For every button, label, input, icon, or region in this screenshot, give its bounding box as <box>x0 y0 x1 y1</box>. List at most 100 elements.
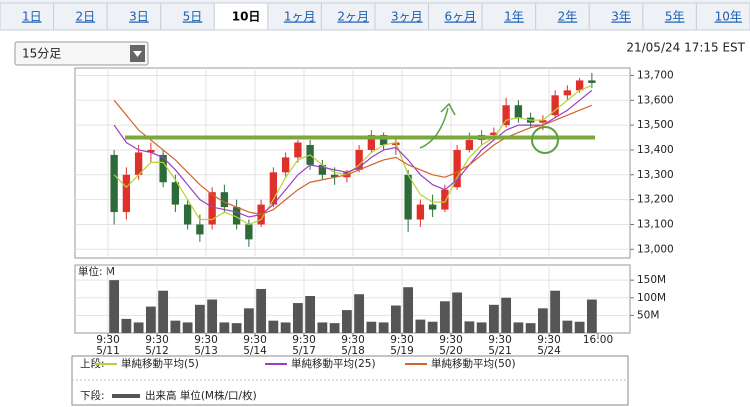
x-tick-time: 9:30 <box>341 334 365 346</box>
x-tick-time: 9:30 <box>439 334 463 346</box>
tab-label[interactable]: 5日 <box>183 10 203 24</box>
candle-body <box>294 142 302 158</box>
timestamp: 21/05/24 17:15 EST <box>626 41 745 55</box>
tab[interactable] <box>642 2 697 31</box>
tab-label[interactable]: 3日 <box>129 10 149 24</box>
tab[interactable] <box>588 2 644 31</box>
candle-body <box>159 154 167 183</box>
tab[interactable] <box>535 2 590 31</box>
candle-body <box>245 224 253 240</box>
y-tick-label: 13,500 <box>637 119 674 131</box>
ma-line <box>113 89 593 218</box>
y-tick-label: 100M <box>637 292 666 304</box>
tab[interactable] <box>160 2 215 31</box>
candle-body <box>514 105 523 118</box>
candle-body <box>539 120 547 123</box>
volume-bar <box>182 322 193 333</box>
x-tick-date: 5/20 <box>439 345 463 357</box>
tab[interactable] <box>320 2 376 31</box>
tab-label[interactable]: 2年 <box>558 10 578 24</box>
interval-select[interactable] <box>14 41 149 66</box>
candle-body <box>122 174 131 213</box>
volume-bar <box>501 297 512 333</box>
volume-bar <box>525 323 536 333</box>
tab[interactable] <box>267 2 322 31</box>
tab-label[interactable]: 1年 <box>504 10 524 24</box>
tab[interactable] <box>374 2 430 31</box>
volume-bar <box>158 290 169 333</box>
tab-label[interactable]: 6ヶ月 <box>445 10 477 24</box>
tab[interactable] <box>481 2 537 31</box>
volume-bar <box>476 322 487 333</box>
x-tick-date: 5/19 <box>390 345 414 357</box>
volume-bar <box>341 310 352 333</box>
x-tick-date: 5/21 <box>488 345 512 357</box>
y-tick-label: 13,300 <box>637 169 674 181</box>
candle-body <box>134 152 143 175</box>
candle-body <box>183 204 192 225</box>
volume-bar <box>133 322 144 333</box>
x-tick-date: 5/12 <box>145 345 169 357</box>
tab-label[interactable]: 3ヶ月 <box>391 10 423 24</box>
candle-body <box>588 80 596 83</box>
x-tick-date: 5/18 <box>341 345 365 357</box>
x-tick-date: 5/24 <box>537 345 561 357</box>
volume-bar <box>268 320 279 333</box>
volume-bar <box>121 318 132 333</box>
y-tick-label: 13,100 <box>637 218 674 230</box>
upper-label: 上段: <box>80 357 105 370</box>
candle-body <box>367 135 376 150</box>
volume-bar <box>378 322 389 333</box>
tab[interactable] <box>0 2 55 31</box>
volume-bar <box>403 287 414 333</box>
x-tick-time: 9:30 <box>243 334 267 346</box>
legend-label: 単純移動平均(50) <box>431 357 516 370</box>
volume-bar <box>292 303 303 333</box>
candle-body <box>416 204 425 220</box>
volume-bar <box>109 280 120 333</box>
tab-label[interactable]: 1日 <box>22 10 42 24</box>
volume-bar <box>207 299 218 333</box>
tab[interactable] <box>695 2 750 31</box>
tab-label[interactable]: 5年 <box>665 10 685 24</box>
tab-label[interactable]: 10日 <box>232 10 261 24</box>
volume-bar <box>427 321 438 333</box>
volume-bar <box>354 294 365 333</box>
candle-body <box>232 207 241 225</box>
volume-bar <box>415 319 426 333</box>
y-tick-label: 13,200 <box>637 194 674 206</box>
candle-body <box>147 149 155 153</box>
x-end-label: 16:00 <box>583 334 613 346</box>
y-tick-label: 13,600 <box>637 94 674 106</box>
volume-bar <box>194 304 205 333</box>
tab-label[interactable]: 10年 <box>715 10 742 24</box>
select-arrow <box>133 51 142 57</box>
candle-body <box>171 182 180 205</box>
volume-bar <box>329 323 340 333</box>
volume-bar <box>256 288 267 333</box>
candle-body <box>269 172 278 205</box>
candle-body <box>208 192 216 225</box>
volume-unit: 単位: M <box>78 265 115 278</box>
tab[interactable] <box>106 2 162 31</box>
volume-bar <box>231 323 242 333</box>
candle-body <box>575 80 584 91</box>
tab-label[interactable]: 1ヶ月 <box>284 10 316 24</box>
candle-body <box>490 132 498 136</box>
tab[interactable] <box>213 2 269 31</box>
tab-label[interactable]: 3年 <box>611 10 631 24</box>
tab[interactable] <box>428 2 483 31</box>
volume-bar <box>243 308 254 333</box>
y-tick-label: 150M <box>637 274 666 286</box>
x-tick-time: 9:30 <box>96 334 120 346</box>
x-tick-time: 9:30 <box>194 334 218 346</box>
ma-line <box>113 99 593 216</box>
candle-body <box>330 174 339 178</box>
volume-bar <box>464 321 475 333</box>
candle-body <box>110 154 118 213</box>
tab-label[interactable]: 2日 <box>76 10 96 24</box>
volume-bar <box>537 308 548 333</box>
volume-bar <box>488 304 499 333</box>
tab-label[interactable]: 2ヶ月 <box>337 10 369 24</box>
